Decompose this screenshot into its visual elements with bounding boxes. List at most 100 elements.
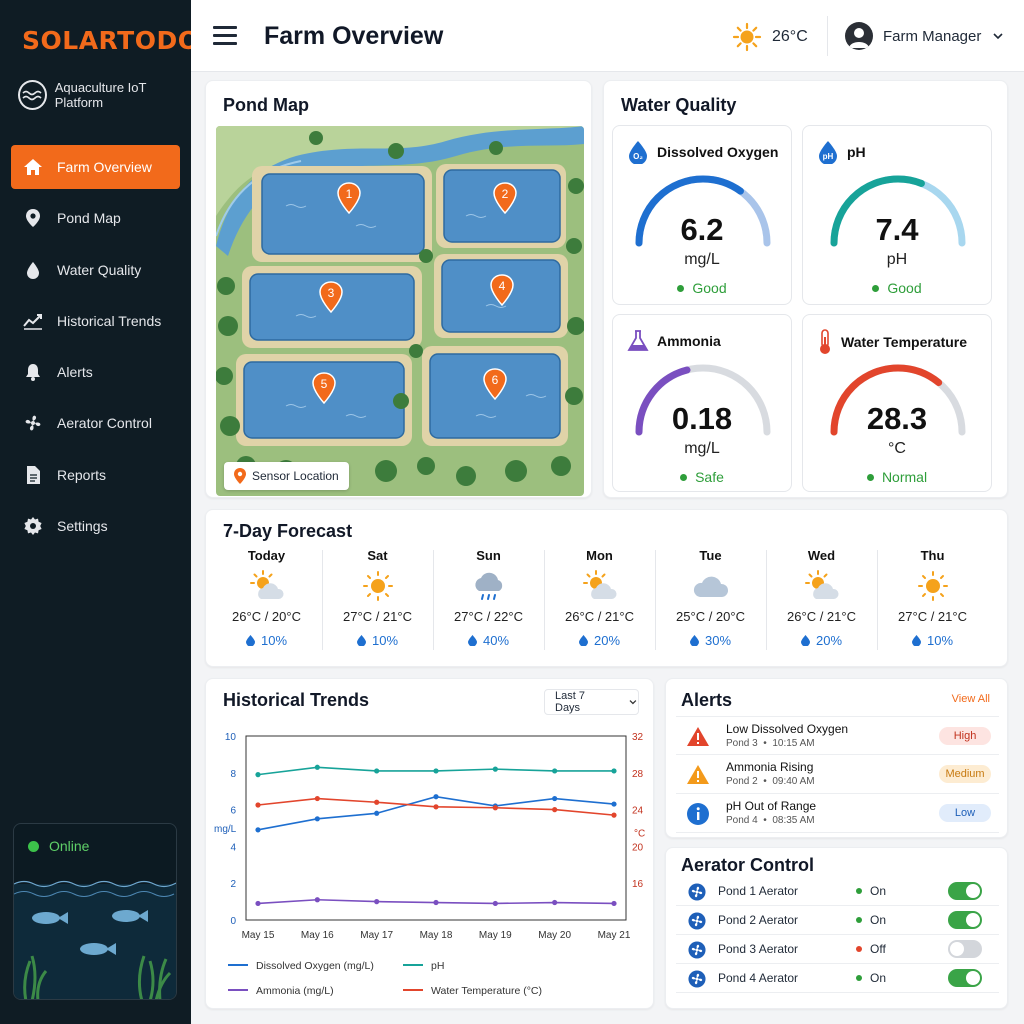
sensor-marker-6[interactable]: 6 [483, 368, 507, 400]
partly-sunny-icon [249, 570, 284, 599]
forecast-temps: 26°C / 20°C [232, 609, 301, 624]
rain-icon [474, 572, 502, 600]
x-tick: May 20 [538, 930, 571, 941]
gauge-value: 0.18 [671, 401, 733, 436]
alert-title: Low Dissolved Oxygen [726, 722, 849, 736]
aerator-control-card: Aerator Control Pond 1 Aerator On Pond 2 A… [665, 847, 1008, 1009]
y-tick-left: 10 [225, 732, 237, 743]
fan-icon [688, 912, 706, 930]
range-dropdown[interactable]: Last 7 Days [544, 689, 639, 715]
user-menu[interactable]: Farm Manager [845, 22, 1005, 50]
forecast-day: Wed 26°C / 21°C 20% [766, 548, 877, 648]
alert-title: Ammonia Rising [726, 760, 814, 774]
aerator-status: On [856, 971, 886, 985]
sidebar-item-farm-overview[interactable]: Farm Overview [11, 145, 180, 189]
sidebar-item-alerts[interactable]: Alerts [11, 350, 180, 394]
status-card: Online [13, 823, 177, 1000]
card-title: Alerts [681, 690, 733, 710]
alert-time: 08:35 AM [772, 815, 815, 826]
y-tick-right: 20 [632, 842, 644, 853]
gauge-value: 6.2 [680, 212, 724, 247]
data-point [314, 795, 320, 802]
sidebar-item-reports[interactable]: Reports [11, 453, 180, 497]
forecast-day-name: Wed [807, 548, 836, 563]
range-value: Last 7 Days [555, 690, 585, 714]
gauge-label: pH [847, 144, 866, 160]
sidebar-item-pond-map[interactable]: Pond Map [11, 196, 180, 240]
data-point [611, 768, 617, 774]
alert-item[interactable]: Ammonia Rising Pond 2 • 09:40 AM Medium [676, 755, 999, 794]
gauge-title: Ammonia [627, 329, 721, 353]
svg-text:pH: pH [823, 152, 834, 161]
sidebar-item-historical-trends[interactable]: Historical Trends [11, 299, 180, 343]
aerator-toggle[interactable] [948, 882, 982, 900]
gauge-arc [830, 364, 966, 436]
status-dot [677, 284, 685, 292]
sensor-marker-4[interactable]: 4 [490, 274, 514, 306]
aerator-toggle[interactable] [948, 911, 982, 929]
avatar [845, 22, 873, 50]
y-tick-left: 4 [230, 842, 236, 853]
cloudy-icon [693, 576, 728, 597]
pond-map[interactable]: 1 2 3 4 5 6 Sensor Location [216, 126, 584, 496]
x-tick: May 19 [479, 930, 512, 941]
sensor-marker-1[interactable]: 1 [337, 182, 361, 214]
status-text: Off [870, 942, 886, 956]
status-dot [866, 473, 874, 481]
legend-label: Water Temperature (°C) [431, 985, 542, 997]
sidebar-item-water-quality[interactable]: Water Quality [11, 248, 180, 292]
topbar: Farm Overview 26°C Farm Manager [191, 0, 1024, 72]
forecast-temps: 26°C / 21°C [787, 609, 856, 624]
user-name: Farm Manager [883, 27, 982, 45]
legend-label: Dissolved Oxygen (mg/L) [256, 960, 374, 972]
data-point [255, 802, 261, 808]
status-text: Good [692, 280, 727, 296]
alert-item[interactable]: Low Dissolved Oxygen Pond 3 • 10:15 AM Hig… [676, 716, 999, 755]
forecast-day-name: Today [247, 548, 286, 563]
forecast-day-name: Mon [586, 548, 613, 563]
menu-icon[interactable] [213, 26, 237, 46]
card-title: Historical Trends [223, 690, 370, 710]
aerator-toggle[interactable] [948, 940, 982, 958]
current-temp: 26°C [772, 28, 808, 45]
alert-item[interactable]: pH Out of Range Pond 4 • 08:35 AM Low [676, 794, 999, 833]
sidebar-item-label: Farm Overview [57, 159, 152, 175]
card-title: Pond Map [223, 95, 309, 115]
data-point [255, 772, 261, 778]
legend-label: Ammonia (mg/L) [256, 985, 334, 997]
status-text: Safe [695, 469, 724, 485]
y-axis-label-left: mg/L [214, 824, 237, 835]
y-tick-left: 6 [230, 806, 236, 817]
data-point [552, 807, 558, 813]
document-icon [27, 465, 40, 484]
data-point [314, 764, 320, 770]
x-tick: May 21 [598, 930, 631, 941]
marker-label: 5 [321, 377, 328, 391]
sidebar-item-aerator-control[interactable]: Aerator Control [11, 401, 180, 445]
gauge-status: Safe [613, 469, 791, 485]
gauge-unit: mg/L [684, 251, 720, 268]
sidebar-item-label: Settings [57, 518, 108, 535]
aerator-status: Off [856, 942, 886, 956]
sunny-icon [917, 571, 948, 601]
aerator-row: Pond 3 Aerator Off [676, 935, 999, 964]
alert-meta: Pond 3 • 10:15 AM [726, 738, 815, 749]
aerator-toggle[interactable] [948, 969, 982, 987]
sensor-marker-5[interactable]: 5 [312, 372, 336, 404]
forecast-day-name: Sun [476, 548, 501, 563]
gauge-arc [830, 175, 966, 247]
sensor-marker-2[interactable]: 2 [493, 182, 517, 214]
sidebar: SOLARTODO Aquaculture IoT Platform Farm … [0, 0, 199, 1024]
status-text: Online [49, 838, 90, 854]
forecast-temps: 27°C / 21°C [343, 609, 412, 624]
brand-logo[interactable]: SOLARTODO [22, 26, 200, 55]
sensor-marker-3[interactable]: 3 [319, 281, 343, 313]
ph-drop-icon: pH [819, 141, 837, 164]
platform-name: Aquaculture IoT Platform [54, 80, 147, 110]
meta-separator: • [757, 776, 773, 787]
sidebar-item-settings[interactable]: Settings [11, 504, 180, 548]
data-point [374, 799, 380, 805]
chevron-down-icon [629, 700, 637, 705]
view-all-link[interactable]: View All [951, 693, 990, 705]
